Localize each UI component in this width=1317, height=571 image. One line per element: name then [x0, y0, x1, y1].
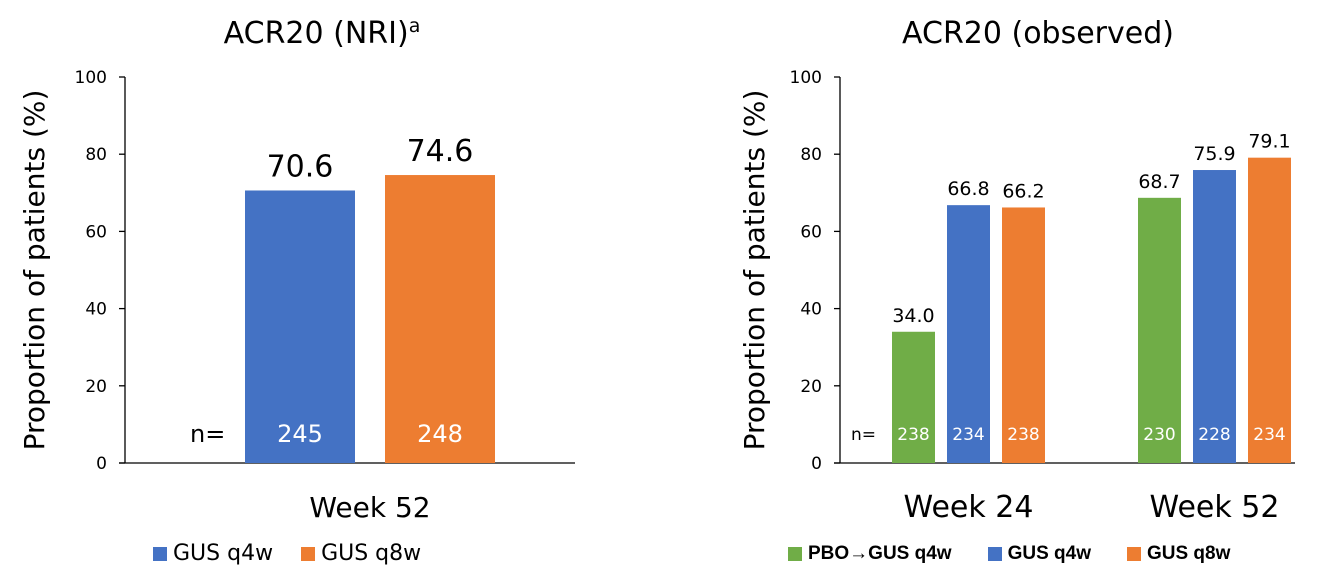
bar-n-label: 228: [1198, 425, 1230, 445]
y-tick-label: 60: [85, 222, 107, 242]
legend-label: PBO→GUS q4w: [808, 543, 952, 564]
x-category-label: Week 52: [1150, 490, 1280, 525]
legend-swatch: [301, 546, 316, 561]
y-tick-label: 80: [85, 145, 107, 165]
left-chart: ACR20 (NRI)a Proportion of patients (%) …: [18, 15, 575, 524]
legend-swatch: [153, 546, 167, 561]
bar-value-label: 75.9: [1193, 143, 1235, 165]
bar-value-label: 70.6: [267, 149, 334, 184]
right-chart-title: ACR20 (observed): [902, 16, 1174, 51]
bar-n-label: 234: [952, 425, 984, 445]
left-chart-y-axis-label: Proportion of patients (%): [18, 90, 51, 451]
n-label: n=: [851, 425, 876, 445]
bar: [385, 175, 495, 463]
legend-swatch: [987, 547, 1002, 561]
bar-n-label: 248: [417, 420, 463, 448]
bar-value-label: 74.6: [407, 134, 474, 169]
bar-n-label: 238: [1007, 425, 1039, 445]
bar-n-label: 245: [277, 420, 323, 448]
legend-item: GUS q8w: [1126, 543, 1231, 565]
legend-swatch: [1126, 547, 1141, 561]
y-tick-label: 60: [800, 222, 822, 242]
bar-value-label: 34.0: [892, 305, 934, 327]
y-tick-label: 40: [85, 300, 107, 320]
right-chart-y-axis-label: Proportion of patients (%): [738, 90, 771, 451]
legend-item: GUS q4w: [987, 543, 1091, 565]
legend-item: PBO→GUS q4w: [788, 543, 952, 565]
left-chart-legend: GUS q4w GUS q8w: [153, 541, 421, 566]
legend-label: GUS q4w: [173, 541, 274, 566]
y-tick-label: 80: [800, 145, 822, 165]
bar: [245, 190, 355, 463]
y-tick-label: 20: [800, 377, 822, 397]
n-label: n=: [190, 420, 225, 448]
legend-item: GUS q8w: [301, 541, 421, 566]
right-chart-legend: PBO→GUS q4w GUS q4w GUS q8w: [788, 543, 1266, 565]
bar: [947, 205, 990, 464]
left-chart-title: ACR20 (NRI)a: [224, 15, 421, 51]
y-tick-label: 100: [790, 68, 822, 88]
bar-n-label: 234: [1253, 425, 1285, 445]
legend-label: GUS q8w: [321, 541, 422, 566]
legend-label: GUS q8w: [1146, 543, 1231, 564]
y-tick-label: 0: [811, 454, 822, 474]
y-tick-label: 40: [800, 300, 822, 320]
bar-value-label: 66.8: [947, 178, 989, 200]
legend-swatch: [788, 547, 802, 561]
y-tick-label: 0: [96, 454, 107, 474]
bar-value-label: 66.2: [1002, 180, 1044, 202]
bar: [1193, 170, 1236, 463]
bar-n-label: 238: [897, 425, 929, 445]
bar-n-label: 230: [1143, 425, 1175, 445]
x-category-label: Week 52: [309, 491, 430, 524]
bar: [1002, 207, 1045, 463]
bar: [1248, 157, 1291, 463]
y-tick-label: 100: [75, 68, 107, 88]
y-tick-label: 20: [85, 377, 107, 397]
right-chart: ACR20 (observed) Proportion of patients …: [738, 16, 1295, 525]
x-category-label: Week 24: [904, 490, 1034, 525]
bar-value-label: 79.1: [1248, 131, 1290, 153]
bar: [1138, 197, 1181, 463]
legend-item: GUS q4w: [153, 541, 273, 566]
right-plot-area: 0 20 40 60 80 100 n= 34.0 238 66.8 234 66.2 238 Week …: [790, 68, 1295, 525]
legend-label: GUS q4w: [1007, 543, 1091, 564]
left-plot-area: 0 20 40 60 80 100 n= 70.6 245 74.6 248 Week 52: [75, 68, 575, 524]
bar-value-label: 68.7: [1138, 171, 1180, 193]
left-chart-title-superscript: a: [409, 15, 421, 37]
bar: [892, 331, 935, 463]
